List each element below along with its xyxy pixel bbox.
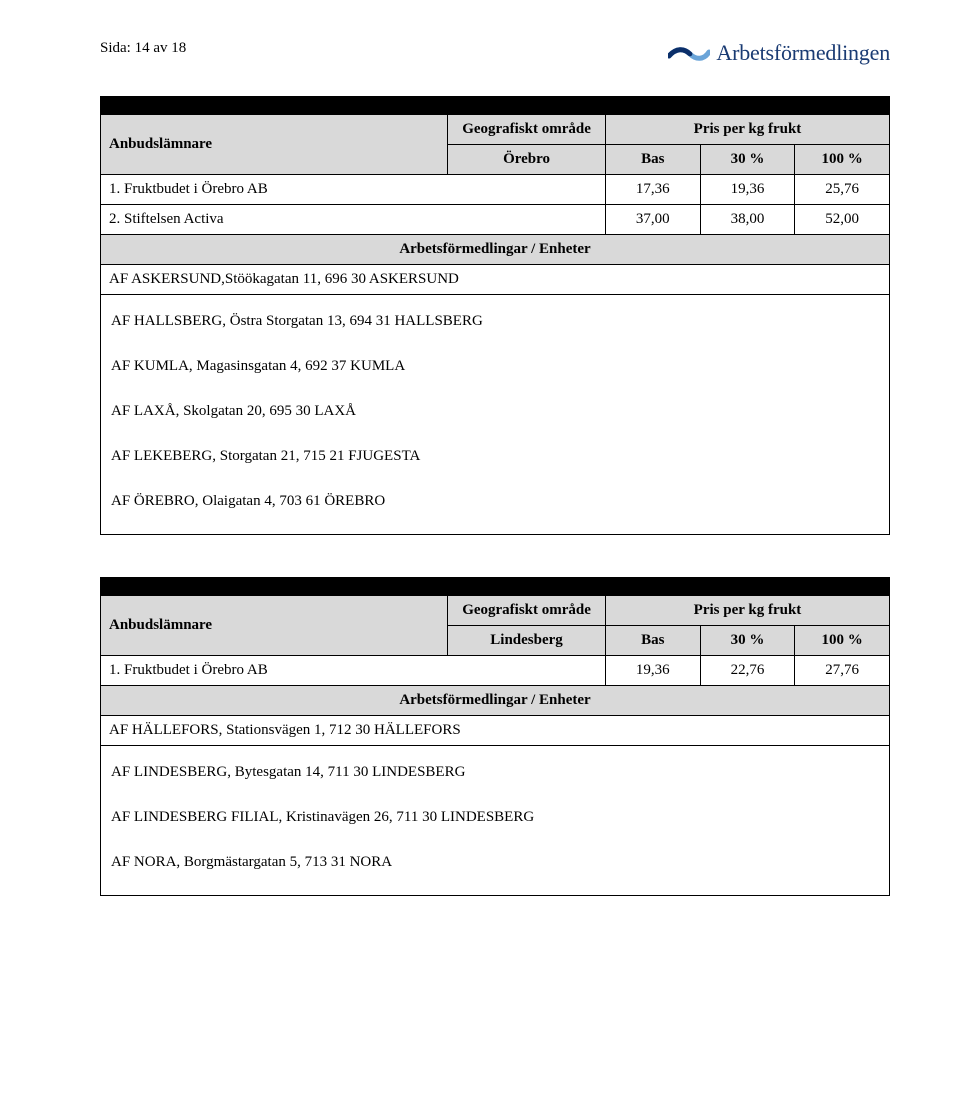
table-divider [101,578,890,596]
price-cell: 19,36 [700,175,795,205]
price-cell: 22,76 [700,656,795,686]
logo: Arbetsförmedlingen [668,40,890,66]
table-row: 2. Stiftelsen Activa 37,00 38,00 52,00 [101,205,890,235]
col-price: Pris per kg frukt [605,596,889,626]
price-30: 30 % [700,145,795,175]
address-cell: AF HÄLLEFORS, Stationsvägen 1, 712 30 HÄ… [101,716,890,746]
table-row: 1. Fruktbudet i Örebro AB 19,36 22,76 27… [101,656,890,686]
price-bas: Bas [605,626,700,656]
col-area: Geografiskt område [448,596,606,626]
region-name: Örebro [448,145,606,175]
col-area: Geografiskt område [448,115,606,145]
page-number: Sida: 14 av 18 [100,40,186,57]
col-price: Pris per kg frukt [605,115,889,145]
sub-header-row: Arbetsförmedlingar / Enheter [101,686,890,716]
address-line: AF LINDESBERG, Bytesgatan 14, 711 30 LIN… [111,764,879,781]
table-row: AF ASKERSUND,Stöökagatan 11, 696 30 ASKE… [101,265,890,295]
table-row: AF HÄLLEFORS, Stationsvägen 1, 712 30 HÄ… [101,716,890,746]
region-name: Lindesberg [448,626,606,656]
address-line: AF ÖREBRO, Olaigatan 4, 703 61 ÖREBRO [111,493,879,510]
address-line: AF KUMLA, Magasinsgatan 4, 692 37 KUMLA [111,358,879,375]
price-100: 100 % [795,145,890,175]
table-header-row: Anbudslämnare Geografiskt område Pris pe… [101,115,890,145]
address-block: AF LINDESBERG, Bytesgatan 14, 711 30 LIN… [100,746,890,896]
price-cell: 37,00 [605,205,700,235]
address-line: AF LEKEBERG, Storgatan 21, 715 21 FJUGES… [111,448,879,465]
price-cell: 17,36 [605,175,700,205]
price-30: 30 % [700,626,795,656]
page: Sida: 14 av 18 Arbetsförmedlingen Anbuds… [0,0,960,956]
price-cell: 52,00 [795,205,890,235]
address-cell: AF ASKERSUND,Stöökagatan 11, 696 30 ASKE… [101,265,890,295]
price-cell: 38,00 [700,205,795,235]
table-divider [101,97,890,115]
price-bas: Bas [605,145,700,175]
page-header: Sida: 14 av 18 Arbetsförmedlingen [100,40,890,66]
sub-header: Arbetsförmedlingar / Enheter [101,235,890,265]
sub-header: Arbetsförmedlingar / Enheter [101,686,890,716]
price-100: 100 % [795,626,890,656]
table-header-row: Anbudslämnare Geografiskt område Pris pe… [101,596,890,626]
price-cell: 25,76 [795,175,890,205]
logo-text: Arbetsförmedlingen [716,40,890,66]
address-line: AF LINDESBERG FILIAL, Kristinavägen 26, … [111,809,879,826]
logo-wave-icon [668,42,710,64]
bidder-name: 1. Fruktbudet i Örebro AB [101,175,606,205]
bidder-name: 1. Fruktbudet i Örebro AB [101,656,606,686]
address-line: AF LAXÅ, Skolgatan 20, 695 30 LAXÅ [111,403,879,420]
bid-table-lindesberg: Anbudslämnare Geografiskt område Pris pe… [100,577,890,746]
price-cell: 27,76 [795,656,890,686]
address-line: AF NORA, Borgmästargatan 5, 713 31 NORA [111,854,879,871]
price-cell: 19,36 [605,656,700,686]
address-line: AF HALLSBERG, Östra Storgatan 13, 694 31… [111,313,879,330]
address-block: AF HALLSBERG, Östra Storgatan 13, 694 31… [100,295,890,535]
col-bidder: Anbudslämnare [101,596,448,656]
sub-header-row: Arbetsförmedlingar / Enheter [101,235,890,265]
bidder-name: 2. Stiftelsen Activa [101,205,606,235]
col-bidder: Anbudslämnare [101,115,448,175]
bid-table-orebro: Anbudslämnare Geografiskt område Pris pe… [100,96,890,295]
table-row: 1. Fruktbudet i Örebro AB 17,36 19,36 25… [101,175,890,205]
